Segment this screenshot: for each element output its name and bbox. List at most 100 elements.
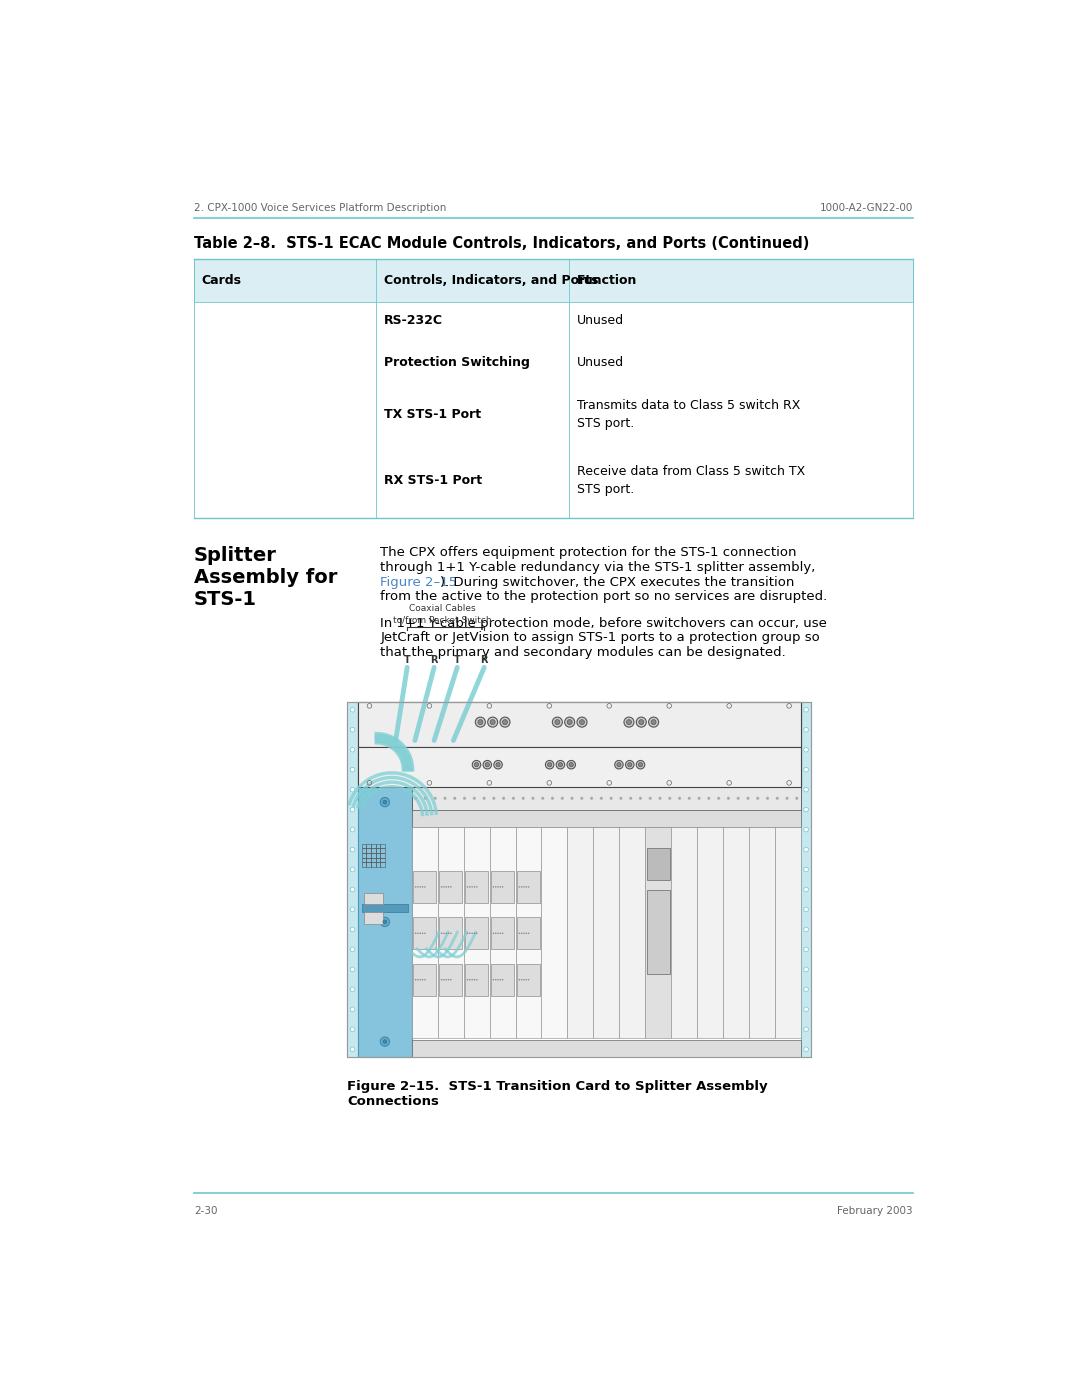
Bar [517,918,540,949]
Text: T: T [454,655,461,665]
Circle shape [502,796,505,800]
Text: 13: 13 [499,816,507,821]
Text: Cards: Cards [202,274,242,286]
Circle shape [463,796,467,800]
Circle shape [471,933,473,935]
Circle shape [707,796,711,800]
Circle shape [422,886,423,887]
Text: ). During switchover, the CPX executes the transition: ). During switchover, the CPX executes t… [441,576,795,588]
Bar [619,827,645,1038]
Circle shape [419,979,421,981]
Circle shape [523,886,525,887]
Circle shape [441,979,443,981]
Circle shape [445,886,447,887]
Circle shape [526,979,527,981]
Circle shape [577,717,588,726]
Bar [364,893,383,904]
Circle shape [669,796,672,800]
Circle shape [599,796,603,800]
Circle shape [567,760,576,768]
Circle shape [490,719,495,725]
Bar [194,258,913,302]
Text: T: T [404,655,410,665]
Circle shape [350,967,355,972]
Bar [372,844,376,848]
Circle shape [350,788,355,792]
Bar [517,964,540,996]
Circle shape [558,763,563,767]
Circle shape [518,933,521,935]
Circle shape [495,933,497,935]
Circle shape [469,886,471,887]
Circle shape [528,933,529,935]
Circle shape [441,933,443,935]
Circle shape [528,886,529,887]
Circle shape [350,827,355,831]
Circle shape [590,796,593,800]
Bar [440,872,462,902]
Circle shape [624,717,634,726]
Text: TX STS-1 Port: TX STS-1 Port [384,408,482,420]
Circle shape [518,886,521,887]
Circle shape [500,886,501,887]
Text: Coaxial Cables: Coaxial Cables [408,605,475,613]
Text: 2. CPX-1000 Voice Services Platform Description: 2. CPX-1000 Voice Services Platform Desc… [194,203,446,212]
Circle shape [649,717,659,726]
Circle shape [804,967,808,972]
Circle shape [450,933,451,935]
Bar [347,703,357,1058]
Bar [376,848,380,854]
Bar [800,703,811,1058]
Circle shape [727,796,730,800]
Bar [411,1039,800,1058]
Circle shape [804,907,808,912]
Text: through 1+1 Y-cable redundancy via the STS-1 splitter assembly,: through 1+1 Y-cable redundancy via the S… [380,562,815,574]
Circle shape [443,979,445,981]
Circle shape [454,796,457,800]
Circle shape [422,933,423,935]
Bar [357,787,411,1058]
Text: R: R [481,655,488,665]
Text: 14: 14 [473,816,481,821]
Circle shape [350,707,355,712]
Bar [362,862,366,866]
Text: February 2003: February 2003 [837,1206,913,1215]
Circle shape [424,886,426,887]
Circle shape [617,763,621,767]
Circle shape [350,847,355,852]
Text: Connections: Connections [347,1095,438,1108]
Circle shape [476,886,477,887]
Bar [362,844,366,848]
Text: The CPX offers equipment protection for the STS-1 connection: The CPX offers equipment protection for … [380,546,797,559]
Bar [491,918,514,949]
Circle shape [492,933,495,935]
Bar [414,872,436,902]
Circle shape [350,1046,355,1052]
Circle shape [804,868,808,872]
Circle shape [445,979,447,981]
Circle shape [445,933,447,935]
Bar [376,862,380,866]
Bar [372,858,376,862]
Bar [491,964,514,996]
Circle shape [609,796,612,800]
Circle shape [476,933,477,935]
Circle shape [443,933,445,935]
Circle shape [448,933,449,935]
Circle shape [488,717,498,726]
Circle shape [569,763,573,767]
Bar [411,787,800,810]
Circle shape [477,719,483,725]
Text: 11: 11 [551,816,558,821]
Circle shape [552,717,563,726]
Circle shape [443,886,445,887]
Text: 13: 13 [499,1046,507,1051]
Text: 12: 12 [525,1046,532,1051]
Bar [647,848,670,880]
Circle shape [472,760,481,768]
Circle shape [474,886,475,887]
Circle shape [424,796,427,800]
Circle shape [717,796,720,800]
Circle shape [441,886,443,887]
Circle shape [424,933,426,935]
